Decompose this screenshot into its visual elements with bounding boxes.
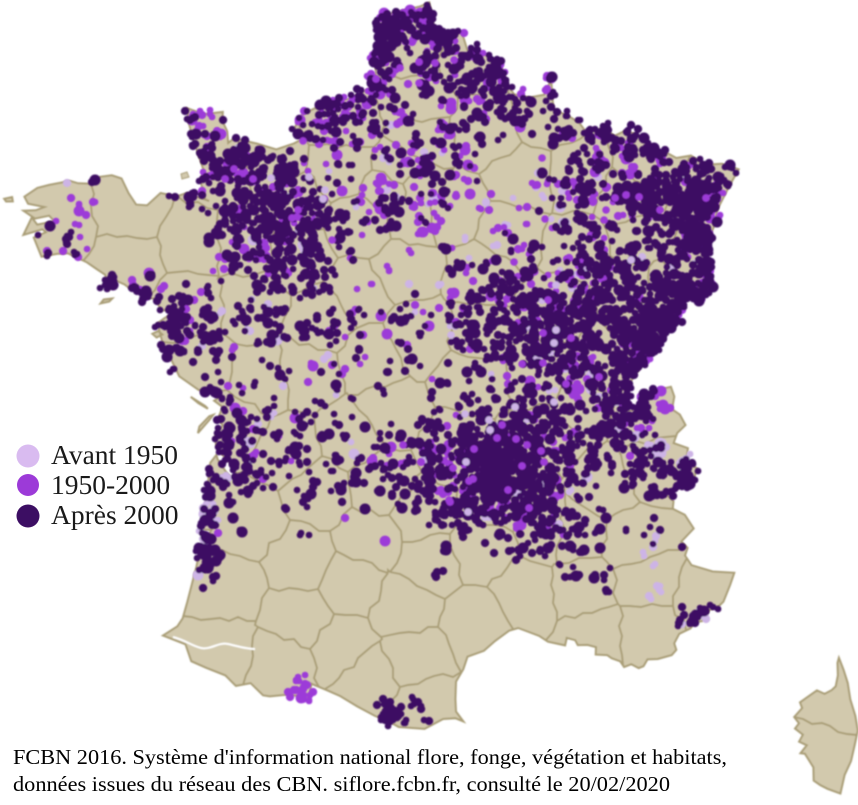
svg-text:Avant 1950: Avant 1950 (51, 439, 178, 470)
svg-text:données issues du réseau des C: données issues du réseau des CBN. siflor… (13, 772, 670, 796)
svg-text:1950-2000: 1950-2000 (51, 469, 170, 500)
svg-text:FCBN 2016. Système d'informati: FCBN 2016. Système d'information nationa… (13, 745, 727, 769)
svg-text:Après 2000: Après 2000 (51, 499, 179, 530)
